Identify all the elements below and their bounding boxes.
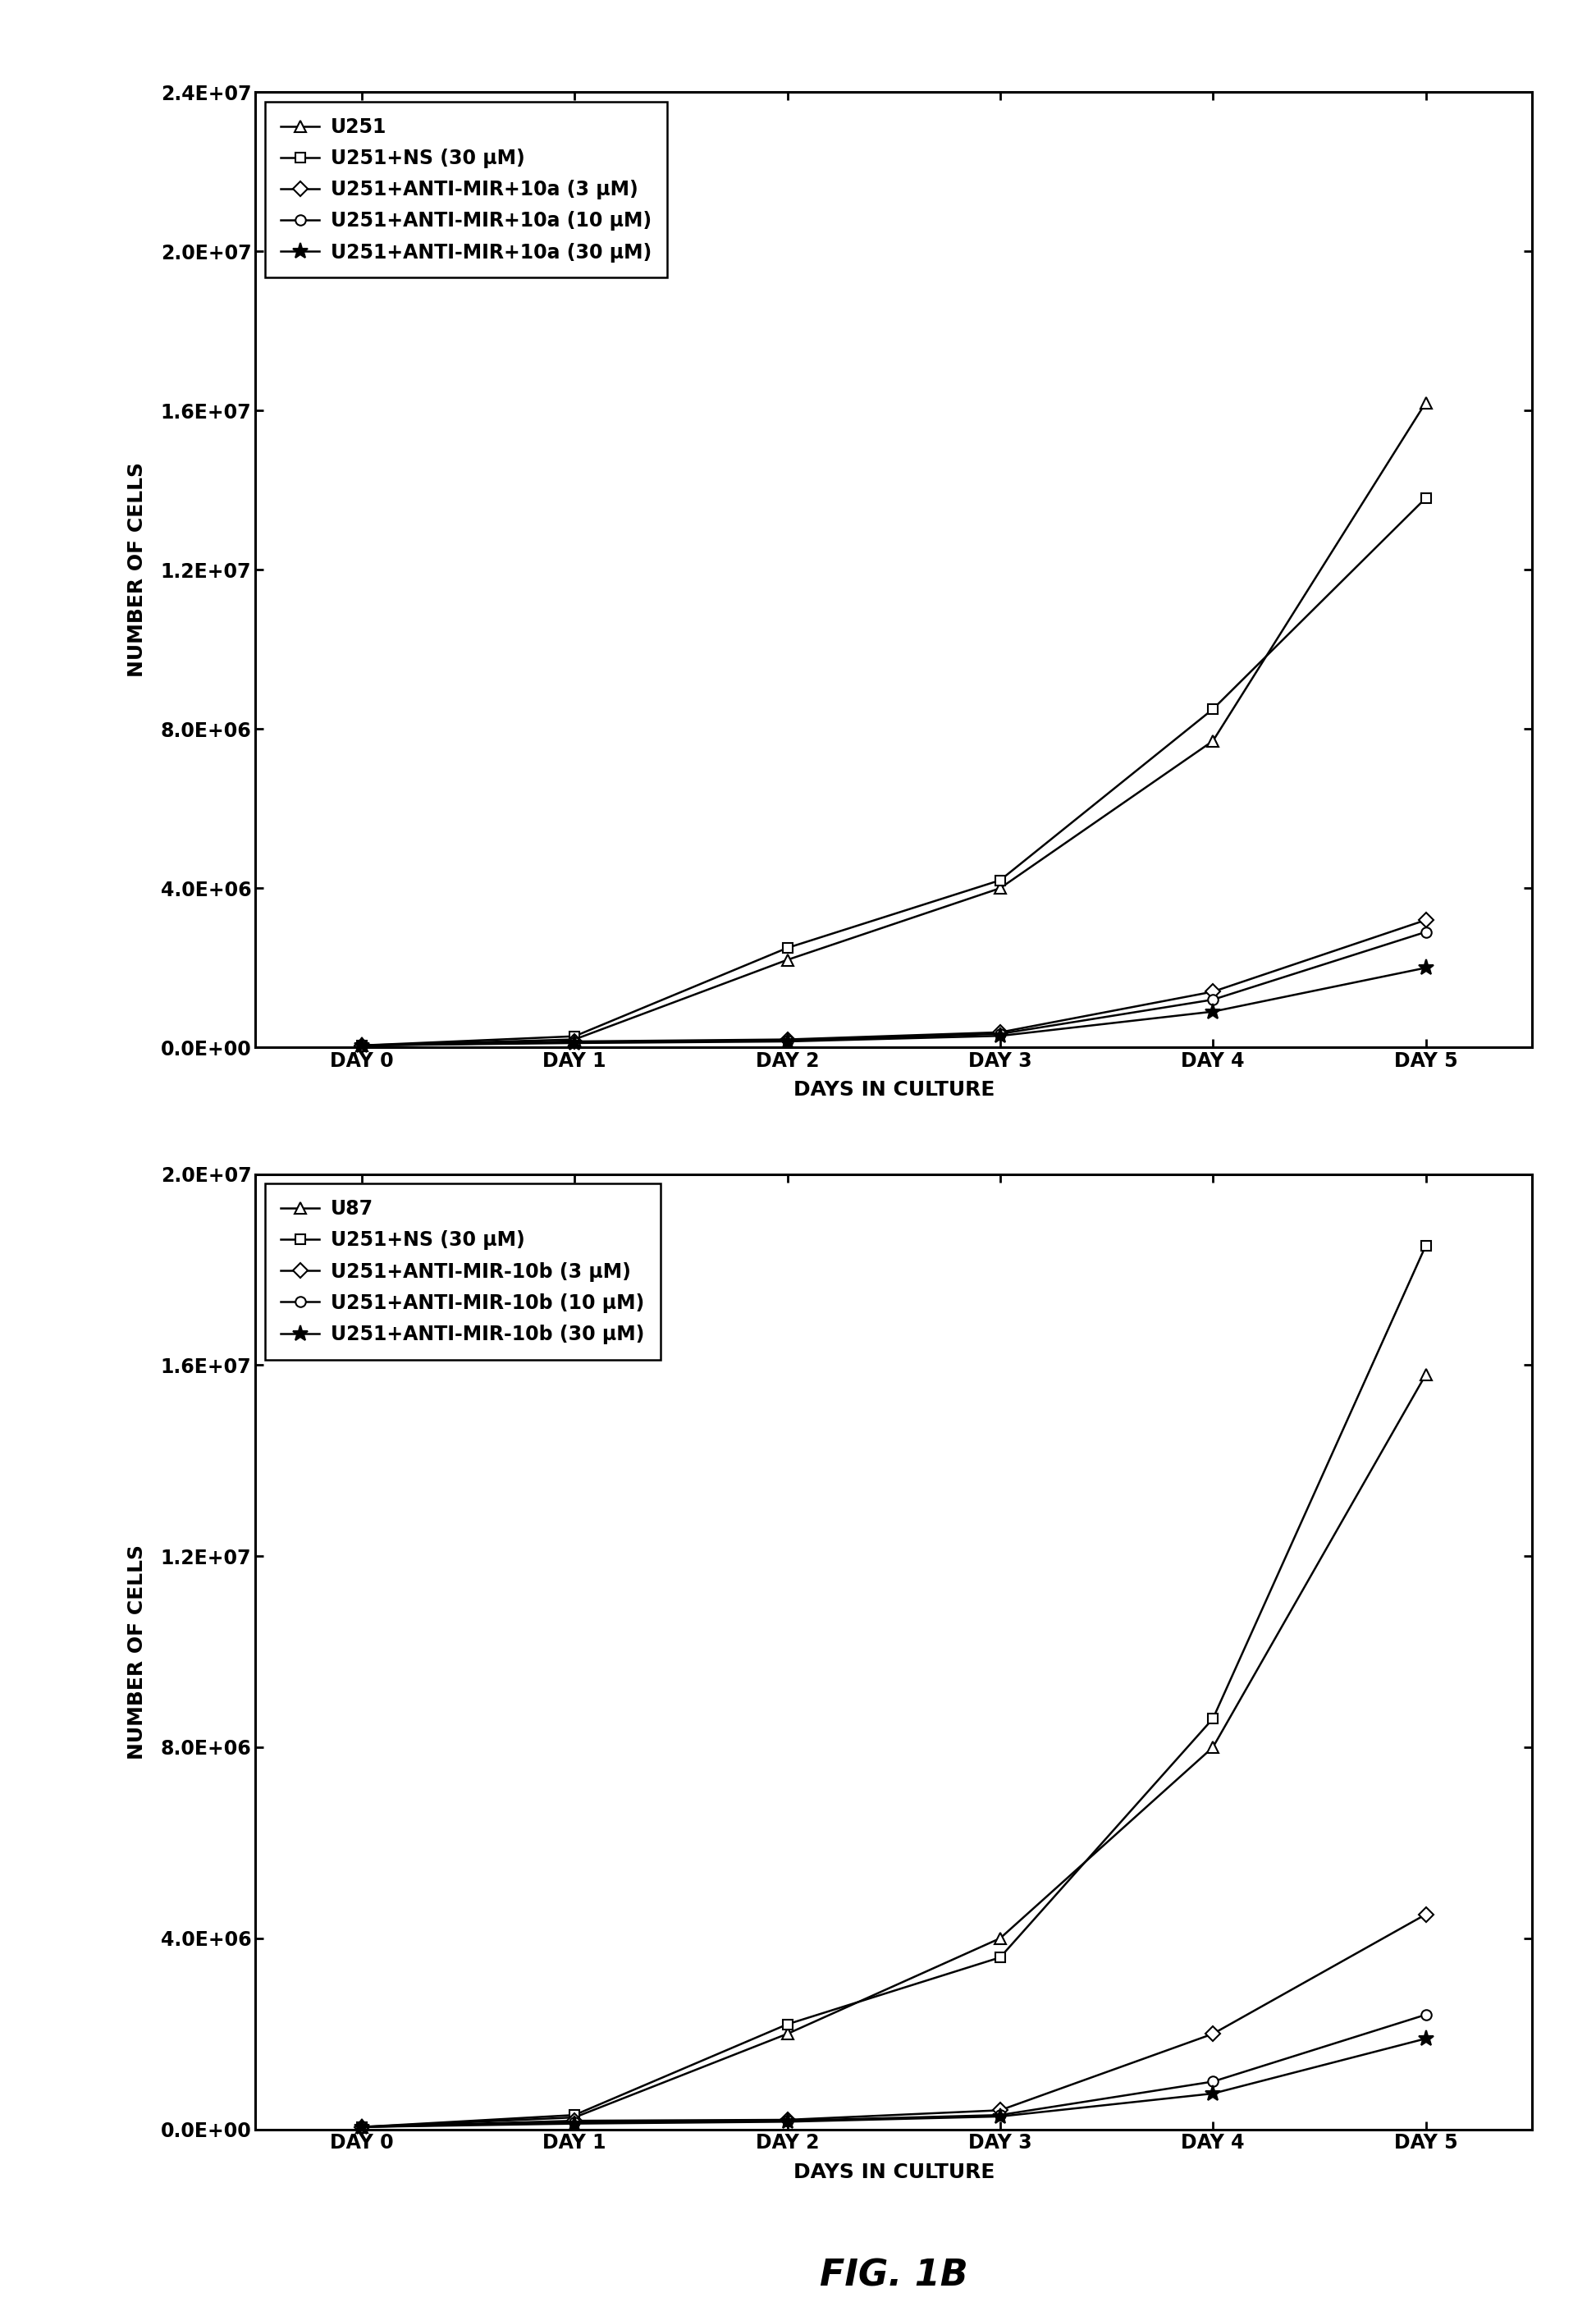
Line: U251+NS (30 μM): U251+NS (30 μM) [356, 1241, 1432, 2132]
U251+NS (30 μM) [1203, 1706, 1223, 1733]
U251+ANTI-MIR+10a (10 μM) [353, 1031, 372, 1059]
U251+ANTI-MIR-10b (30 μM) [565, 2111, 584, 2139]
U251+ANTI-MIR-10b (3 μM) [777, 2106, 796, 2134]
U251+ANTI-MIR+10a (3 μM) [353, 1031, 372, 1059]
U251 [353, 1031, 372, 1059]
U251+ANTI-MIR-10b (10 μM) [353, 2113, 372, 2141]
U251+ANTI-MIR-10b (3 μM) [565, 2106, 584, 2134]
U87 [353, 2113, 372, 2141]
U251+ANTI-MIR-10b (3 μM) [991, 2097, 1010, 2125]
U251+NS (30 μM) [353, 1031, 372, 1059]
U251+ANTI-MIR+10a (30 μM) [1203, 997, 1223, 1024]
U251+NS (30 μM) [1203, 695, 1223, 723]
Line: U251: U251 [356, 396, 1432, 1052]
U251 [991, 875, 1010, 902]
Line: U251+NS (30 μM): U251+NS (30 μM) [356, 493, 1432, 1050]
Line: U251+ANTI-MIR+10a (10 μM): U251+ANTI-MIR+10a (10 μM) [356, 928, 1432, 1050]
U251+ANTI-MIR-10b (10 μM) [991, 2102, 1010, 2129]
U251+ANTI-MIR-10b (30 μM) [991, 2102, 1010, 2129]
U251+ANTI-MIR+10a (3 μM) [1203, 978, 1223, 1006]
U251+ANTI-MIR+10a (3 μM) [565, 1027, 584, 1054]
U251+NS (30 μM) [777, 2010, 796, 2037]
U251+ANTI-MIR+10a (10 μM) [1416, 918, 1435, 946]
U251+NS (30 μM) [991, 866, 1010, 893]
Text: FIG. 1A: FIG. 1A [819, 1176, 969, 1211]
U251+NS (30 μM) [353, 2113, 372, 2141]
U251 [777, 946, 796, 974]
X-axis label: DAYS IN CULTURE: DAYS IN CULTURE [793, 2162, 994, 2182]
U87 [777, 2021, 796, 2049]
U251+ANTI-MIR-10b (10 μM) [777, 2106, 796, 2134]
Y-axis label: NUMBER OF CELLS: NUMBER OF CELLS [128, 1545, 147, 1759]
U251+NS (30 μM) [1416, 1232, 1435, 1259]
U251+ANTI-MIR+10a (10 μM) [565, 1029, 584, 1057]
U251+ANTI-MIR-10b (10 μM) [565, 2109, 584, 2136]
Line: U251+ANTI-MIR+10a (30 μM): U251+ANTI-MIR+10a (30 μM) [354, 960, 1433, 1054]
U251+ANTI-MIR+10a (10 μM) [1203, 985, 1223, 1013]
U251+NS (30 μM) [565, 2102, 584, 2129]
Legend: U251, U251+NS (30 μM), U251+ANTI-MIR+10a (3 μM), U251+ANTI-MIR+10a (10 μM), U251: U251, U251+NS (30 μM), U251+ANTI-MIR+10a… [265, 101, 667, 279]
Text: FIG. 1B: FIG. 1B [820, 2258, 967, 2293]
U251+ANTI-MIR-10b (10 μM) [1203, 2067, 1223, 2095]
X-axis label: DAYS IN CULTURE: DAYS IN CULTURE [793, 1080, 994, 1100]
U251+NS (30 μM) [991, 1943, 1010, 1971]
U251+ANTI-MIR-10b (3 μM) [353, 2113, 372, 2141]
U87 [1203, 1733, 1223, 1761]
U87 [991, 1924, 1010, 1952]
U251+ANTI-MIR+10a (3 μM) [991, 1017, 1010, 1045]
Legend: U87, U251+NS (30 μM), U251+ANTI-MIR-10b (3 μM), U251+ANTI-MIR-10b (10 μM), U251+: U87, U251+NS (30 μM), U251+ANTI-MIR-10b … [265, 1183, 661, 1360]
Line: U251+ANTI-MIR-10b (30 μM): U251+ANTI-MIR-10b (30 μM) [354, 2030, 1433, 2134]
U87 [565, 2104, 584, 2132]
U251 [565, 1027, 584, 1054]
U251+ANTI-MIR+10a (30 μM) [991, 1022, 1010, 1050]
U87 [1416, 1360, 1435, 1388]
U251+ANTI-MIR-10b (30 μM) [353, 2113, 372, 2141]
U251+ANTI-MIR-10b (30 μM) [777, 2109, 796, 2136]
U251+ANTI-MIR-10b (10 μM) [1416, 2000, 1435, 2028]
U251+NS (30 μM) [565, 1022, 584, 1050]
U251+ANTI-MIR-10b (30 μM) [1203, 2079, 1223, 2106]
U251 [1203, 727, 1223, 755]
U251+ANTI-MIR+10a (3 μM) [1416, 907, 1435, 935]
U251+ANTI-MIR-10b (30 μM) [1416, 2026, 1435, 2053]
U251+ANTI-MIR-10b (3 μM) [1416, 1901, 1435, 1929]
Y-axis label: NUMBER OF CELLS: NUMBER OF CELLS [128, 463, 147, 677]
U251+ANTI-MIR+10a (30 μM) [353, 1031, 372, 1059]
U251+ANTI-MIR+10a (30 μM) [1416, 953, 1435, 981]
Line: U251+ANTI-MIR-10b (3 μM): U251+ANTI-MIR-10b (3 μM) [356, 1908, 1432, 2132]
U251 [1416, 389, 1435, 417]
Line: U251+ANTI-MIR-10b (10 μM): U251+ANTI-MIR-10b (10 μM) [356, 2010, 1432, 2132]
Line: U251+ANTI-MIR+10a (3 μM): U251+ANTI-MIR+10a (3 μM) [356, 914, 1432, 1050]
U251+ANTI-MIR-10b (3 μM) [1203, 2021, 1223, 2049]
U251+NS (30 μM) [1416, 483, 1435, 511]
U251+ANTI-MIR+10a (10 μM) [777, 1027, 796, 1054]
U251+ANTI-MIR+10a (10 μM) [991, 1020, 1010, 1047]
U251+ANTI-MIR+10a (30 μM) [565, 1029, 584, 1057]
U251+ANTI-MIR+10a (3 μM) [777, 1027, 796, 1054]
U251+NS (30 μM) [777, 935, 796, 962]
Line: U87: U87 [356, 1370, 1432, 2132]
U251+ANTI-MIR+10a (30 μM) [777, 1027, 796, 1054]
